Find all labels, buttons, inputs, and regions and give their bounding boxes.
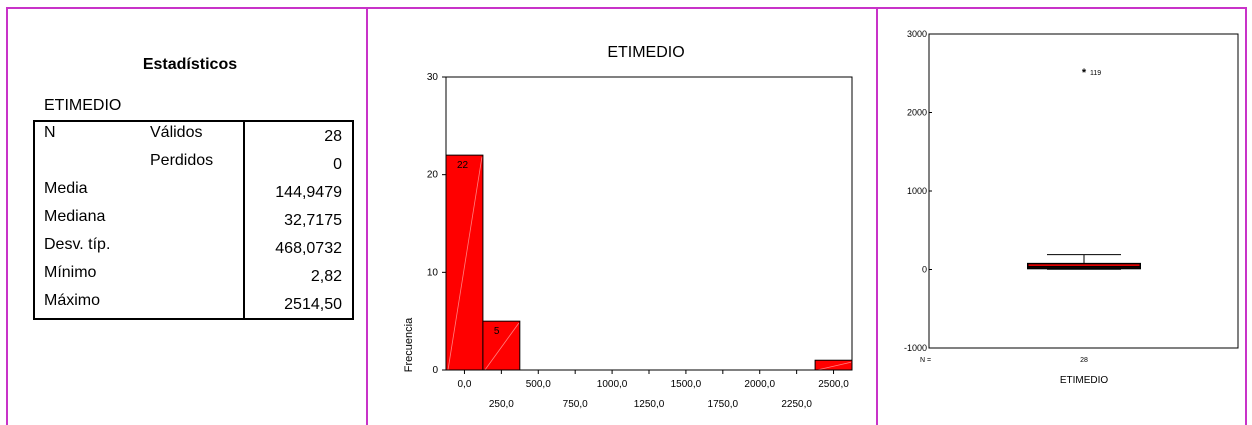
x-tick-label: 2000,0	[744, 379, 775, 390]
y-tick-label: 3000	[907, 29, 927, 39]
x-tick-label: 0,0	[458, 379, 472, 390]
row-value: 468,0732	[275, 240, 342, 257]
row-value: 2514,50	[284, 296, 342, 313]
stats-table: N Válidos 28 Perdidos 0 Media 144,9479 M…	[33, 120, 354, 320]
chart-title: ETIMEDIO	[607, 44, 684, 61]
stats-row: Desv. típ. 468,0732	[35, 235, 352, 263]
row-label: Mínimo	[44, 264, 97, 281]
stats-row: Mediana 32,7175	[35, 207, 352, 235]
outlier-marker: *	[1082, 67, 1087, 79]
row-label: Desv. típ.	[44, 236, 111, 253]
stats-row: Máximo 2514,50	[35, 291, 352, 319]
row-label: Mediana	[44, 208, 106, 225]
stats-row: N Válidos 28	[35, 123, 352, 151]
y-tick-label: 10	[427, 267, 439, 278]
x-tick-label: 1000,0	[597, 379, 628, 390]
x-tick-label: 2250,0	[781, 399, 812, 410]
stats-row: Perdidos 0	[35, 151, 352, 179]
row-label: N	[44, 124, 56, 141]
y-tick-label: 0	[922, 265, 927, 275]
row-value: 28	[324, 128, 342, 145]
stats-row: Media 144,9479	[35, 179, 352, 207]
y-tick-label: -1000	[904, 343, 927, 353]
plot-frame	[928, 33, 1239, 349]
row-value: 144,9479	[275, 184, 342, 201]
stats-row: Mínimo 2,82	[35, 263, 352, 291]
bar-hatch	[484, 322, 520, 371]
stats-variable: ETIMEDIO	[44, 97, 122, 114]
panel-divider	[1245, 7, 1247, 425]
stats-title: Estadísticos	[142, 56, 238, 73]
bar-count-label: 5	[494, 326, 500, 337]
panel-divider	[6, 7, 8, 425]
x-tick-label: 250,0	[489, 399, 514, 410]
x-axis-label: ETIMEDIO	[1060, 375, 1109, 386]
n-value: 28	[1080, 357, 1088, 364]
bar-count-label: 22	[457, 160, 469, 171]
row-value: 32,7175	[284, 212, 342, 229]
x-tick-label: 500,0	[526, 379, 551, 390]
y-tick-label: 20	[427, 170, 439, 181]
y-axis-label: Frecuencia	[403, 317, 415, 372]
stats-column-divider	[243, 122, 245, 318]
panel-divider	[876, 7, 878, 425]
bar-hatch	[447, 157, 483, 371]
outlier-label: 119	[1090, 70, 1101, 77]
x-tick-label: 1750,0	[708, 399, 739, 410]
y-tick-label: 0	[432, 365, 438, 376]
panel-divider	[366, 7, 368, 425]
histogram-bar	[482, 320, 521, 371]
y-tick-label: 2000	[907, 108, 927, 118]
row-label: Media	[44, 180, 88, 197]
x-tick-label: 1250,0	[634, 399, 665, 410]
row-sublabel: Perdidos	[150, 152, 214, 169]
row-value: 2,82	[310, 268, 342, 285]
row-value: 0	[333, 156, 342, 173]
x-tick-label: 1500,0	[671, 379, 702, 390]
panel-frame-top	[6, 7, 1247, 9]
y-tick-label: 1000	[907, 186, 927, 196]
row-label: Máximo	[44, 292, 101, 309]
row-sublabel: Válidos	[150, 124, 203, 141]
y-tick-label: 30	[427, 72, 439, 83]
x-tick-label: 750,0	[563, 399, 588, 410]
n-label: N =	[920, 357, 931, 364]
x-tick-label: 2500,0	[818, 379, 849, 390]
bar-hatch	[817, 361, 852, 371]
